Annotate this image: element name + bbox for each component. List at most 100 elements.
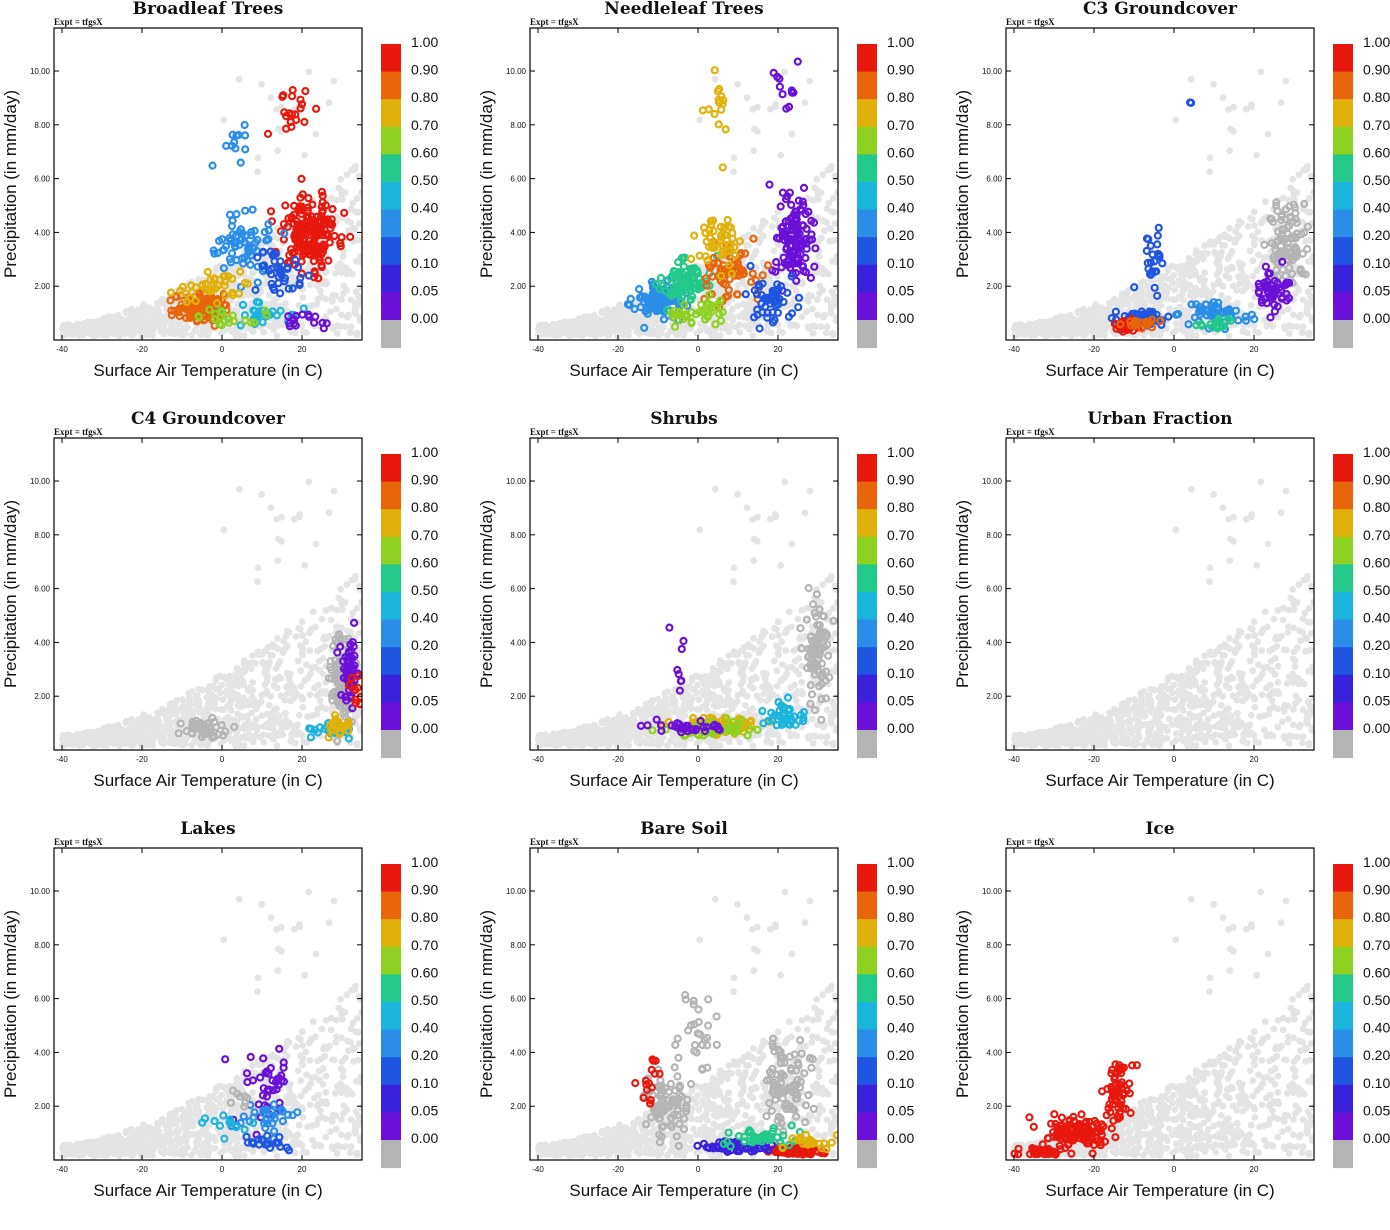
background-point [751, 251, 758, 258]
background-point [1069, 323, 1076, 330]
background-point [1092, 308, 1099, 315]
background-point [696, 116, 703, 123]
data-point [681, 264, 687, 270]
data-point [242, 208, 248, 214]
background-point [348, 296, 355, 303]
background-point [213, 267, 220, 274]
background-point [1106, 300, 1113, 307]
data-point [1261, 242, 1267, 248]
background-point [1226, 225, 1233, 232]
data-point [302, 88, 308, 94]
panel-title: Broadleaf Trees [133, 0, 284, 19]
colorbar-swatch [1333, 99, 1353, 127]
colorbar-swatch [381, 320, 401, 348]
background-point [830, 330, 837, 337]
x-tick-label: 0 [220, 345, 225, 354]
data-point [784, 290, 790, 296]
background-point [1264, 322, 1271, 329]
background-point [1294, 323, 1301, 330]
data-point [205, 269, 211, 275]
background-point [1290, 312, 1297, 319]
background-point [760, 218, 767, 225]
background-point [736, 321, 743, 328]
colorbar-swatch [1333, 265, 1353, 293]
data-point [778, 283, 784, 289]
data-point [718, 93, 724, 99]
background-point [776, 328, 783, 335]
background-point [754, 128, 761, 135]
data-point [292, 257, 298, 263]
background-point [833, 253, 840, 260]
background-point [777, 152, 784, 159]
background-point [1180, 266, 1187, 273]
background-point [599, 308, 606, 315]
background-point [298, 683, 305, 690]
colorbar-label: 0.80 [411, 89, 438, 105]
colorbar-label: 1.00 [887, 34, 914, 50]
background-point [1249, 233, 1256, 240]
background-point [338, 296, 345, 303]
colorbar-label: 0.20 [887, 227, 914, 243]
data-point [299, 312, 305, 318]
colorbar-swatch [1333, 292, 1353, 320]
background-point [1305, 288, 1312, 295]
background-point [820, 171, 827, 178]
background-point [1095, 320, 1102, 327]
background-point [117, 323, 124, 330]
background-point [813, 176, 820, 183]
background-point [249, 736, 256, 743]
colorbar-swatch [857, 292, 877, 320]
background-point [249, 693, 256, 700]
data-point [719, 242, 725, 248]
points-layer [59, 69, 365, 340]
background-point [149, 332, 156, 339]
colorbar-label: 0.60 [887, 144, 914, 160]
background-point [802, 99, 809, 106]
background-point [1240, 327, 1247, 334]
background-point [826, 238, 833, 245]
data-point [1156, 225, 1162, 231]
background-point [86, 320, 93, 327]
background-point [535, 332, 542, 339]
background-point [1300, 323, 1307, 330]
colorbar-swatch [1333, 127, 1353, 155]
colorbar-label: 0.05 [887, 282, 914, 298]
background-point [589, 317, 596, 324]
background-point [1184, 332, 1191, 339]
background-point [219, 696, 226, 703]
data-point [281, 109, 287, 115]
data-point [282, 203, 288, 209]
points-layer [535, 59, 841, 340]
x-tick-label: -40 [532, 345, 544, 354]
points-layer [59, 479, 365, 750]
background-point [1138, 285, 1145, 292]
background-point [337, 176, 344, 183]
background-point [1019, 325, 1026, 332]
background-point [271, 682, 278, 689]
y-tick-label: 8.00 [510, 121, 526, 130]
background-point [736, 329, 743, 336]
background-point [305, 69, 312, 76]
background-point [1214, 271, 1221, 278]
background-point [331, 78, 338, 85]
data-point [250, 207, 256, 213]
background-point [354, 195, 361, 202]
x-axis-label: Surface Air Temperature (in C) [93, 361, 322, 380]
data-point [325, 258, 331, 264]
colorbar-swatch [1333, 44, 1353, 72]
background-point [333, 306, 340, 313]
background-point [1223, 272, 1230, 279]
background-point [260, 329, 267, 336]
background-point [335, 595, 342, 602]
background-point [1215, 278, 1222, 285]
data-point [295, 264, 301, 270]
background-point [1262, 198, 1269, 205]
background-point [347, 219, 354, 226]
background-point [268, 94, 275, 101]
data-point [1159, 260, 1165, 266]
background-point [1160, 274, 1167, 281]
background-point [274, 333, 281, 340]
background-point [655, 332, 662, 339]
background-point [269, 300, 276, 307]
